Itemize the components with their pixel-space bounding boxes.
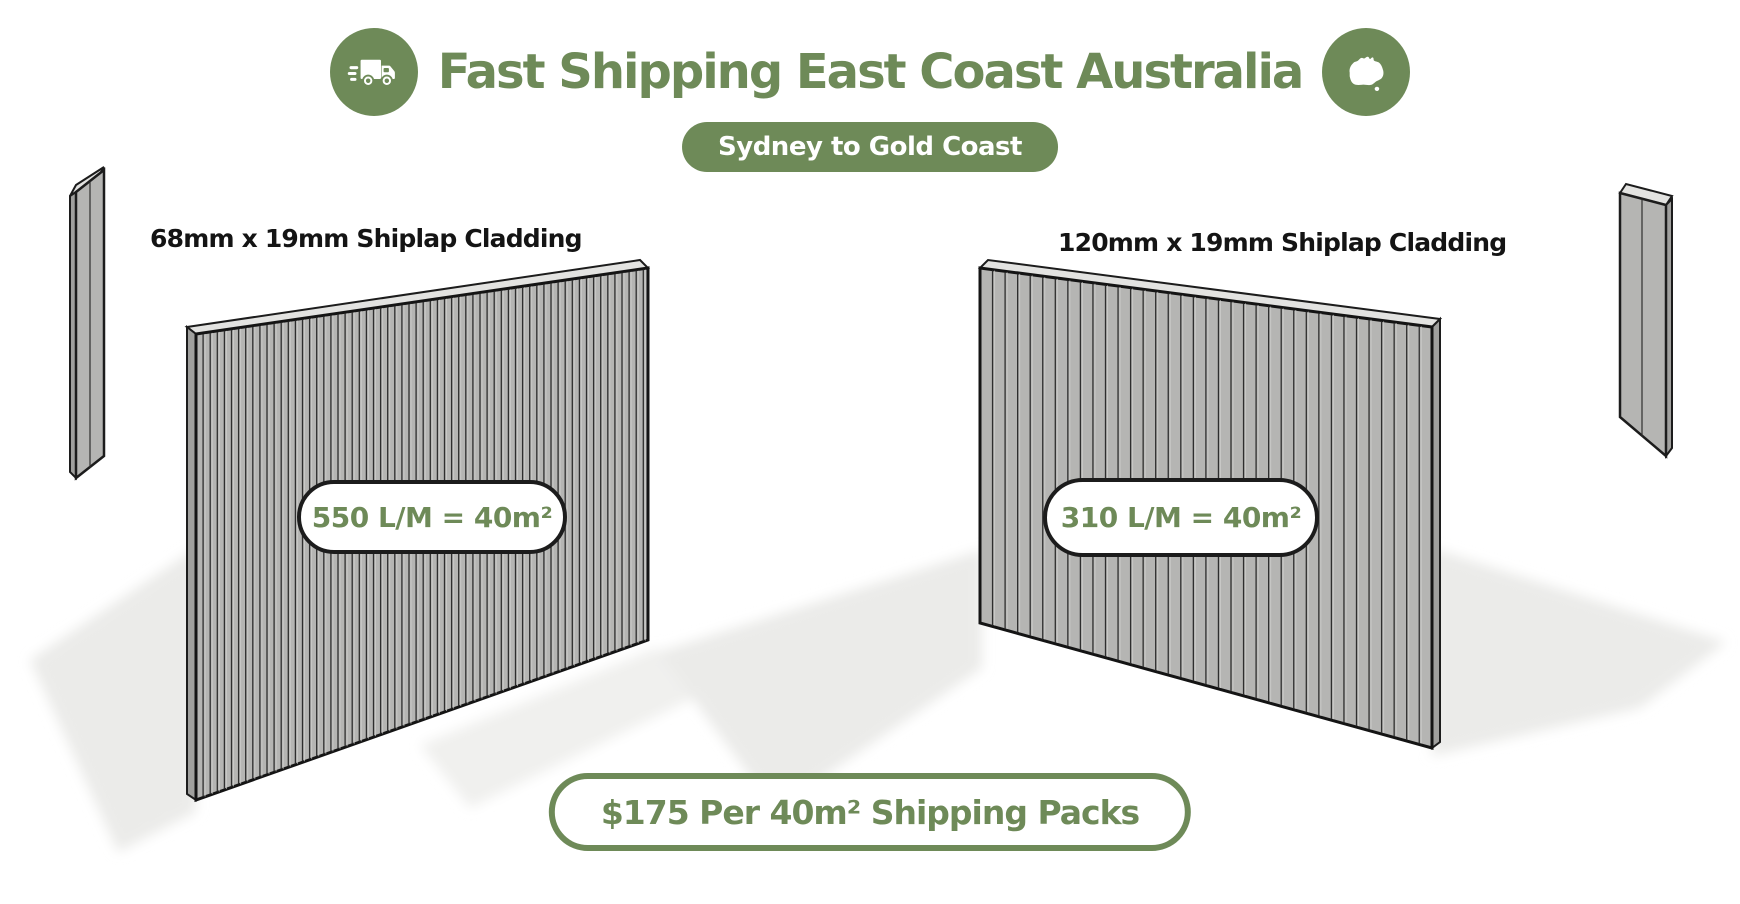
product-label-68mm: 68mm x 19mm Shiplap Cladding (150, 224, 583, 253)
route-pill: Sydney to Gold Coast (682, 122, 1058, 172)
plank-sample-68mm (69, 166, 106, 481)
page-title: Fast Shipping East Coast Australia (437, 44, 1305, 100)
australia-map-icon (1322, 28, 1411, 116)
plank-front-face (1618, 191, 1668, 459)
floor-shadows (30, 548, 1726, 852)
price-pill: $175 Per 40m² Shipping Packs (548, 773, 1192, 851)
product-label-120mm: 120mm x 19mm Shiplap Cladding (1058, 228, 1507, 257)
plank-gap-lines (202, 269, 646, 797)
coverage-pill-120mm: 310 L/M = 40m² (1043, 478, 1319, 557)
coverage-pill-68mm: 550 L/M = 40m² (297, 480, 567, 554)
header: Fast Shipping East Coast Australia (0, 28, 1740, 116)
truck-icon (329, 28, 418, 116)
plank-gap-lines (991, 270, 1422, 744)
plank-sample-120mm (1618, 182, 1674, 459)
